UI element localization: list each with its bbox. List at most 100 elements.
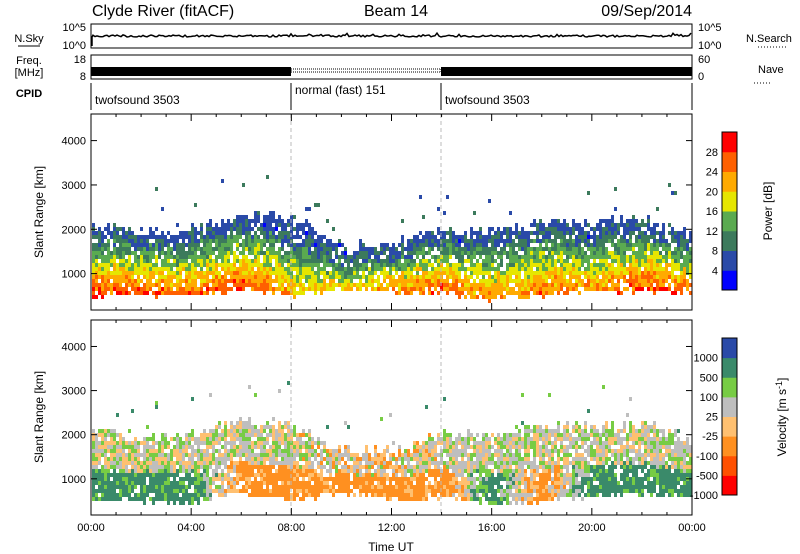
data-cell <box>557 291 560 295</box>
data-cell <box>107 449 110 453</box>
data-cell <box>173 291 176 295</box>
data-cell <box>143 449 146 453</box>
data-cell <box>146 437 149 441</box>
data-cell <box>296 283 299 287</box>
data-cell <box>143 453 146 457</box>
data-cell <box>281 259 284 263</box>
data-cell <box>455 485 458 489</box>
data-cell <box>206 453 209 457</box>
data-cell <box>290 271 293 275</box>
data-cell <box>125 275 128 279</box>
data-cell <box>320 461 323 465</box>
data-cell <box>551 279 554 283</box>
data-cell <box>191 235 194 239</box>
data-cell <box>98 271 101 275</box>
data-cell <box>632 291 635 295</box>
data-cell <box>224 449 227 453</box>
data-cell <box>314 291 317 295</box>
data-cell <box>593 231 596 235</box>
data-cell <box>107 275 110 279</box>
data-cell <box>191 255 194 259</box>
data-cell <box>197 473 200 477</box>
data-cell <box>686 255 689 259</box>
data-cell <box>608 287 611 291</box>
data-cell <box>260 223 263 227</box>
data-cell <box>242 469 245 473</box>
data-cell <box>212 239 215 243</box>
data-cell <box>137 481 140 485</box>
data-cell <box>257 485 260 489</box>
data-cell <box>176 291 179 295</box>
data-cell <box>449 239 452 243</box>
data-cell <box>593 275 596 279</box>
data-cell <box>482 441 485 445</box>
data-cell <box>680 275 683 279</box>
data-cell <box>404 453 407 457</box>
data-cell <box>173 477 176 481</box>
data-cell <box>164 461 167 465</box>
data-cell <box>443 255 446 259</box>
data-cell <box>239 489 242 493</box>
data-cell <box>284 421 287 425</box>
data-cell <box>212 429 215 433</box>
data-cell <box>647 235 650 239</box>
data-cell <box>188 271 191 275</box>
data-cell <box>266 453 269 457</box>
data-cell <box>476 453 479 457</box>
data-cell <box>302 477 305 481</box>
data-cell <box>200 263 203 267</box>
scatter-cell <box>425 405 428 409</box>
data-cell <box>443 271 446 275</box>
data-cell <box>248 279 251 283</box>
data-cell <box>608 271 611 275</box>
data-cell <box>383 493 386 497</box>
data-cell <box>653 239 656 243</box>
data-cell <box>599 259 602 263</box>
data-cell <box>683 231 686 235</box>
data-cell <box>455 275 458 279</box>
data-cell <box>146 449 149 453</box>
data-cell <box>614 271 617 275</box>
data-cell <box>362 251 365 255</box>
data-cell <box>185 453 188 457</box>
data-cell <box>191 259 194 263</box>
data-cell <box>110 259 113 263</box>
data-cell <box>272 235 275 239</box>
data-cell <box>479 283 482 287</box>
data-cell <box>410 457 413 461</box>
data-cell <box>266 457 269 461</box>
data-cell <box>242 437 245 441</box>
data-cell <box>335 243 338 247</box>
data-cell <box>272 231 275 235</box>
data-cell <box>455 473 458 477</box>
data-cell <box>482 283 485 287</box>
data-cell <box>515 259 518 263</box>
data-cell <box>320 255 323 259</box>
data-cell <box>233 263 236 267</box>
data-cell <box>533 251 536 255</box>
data-cell <box>335 465 338 469</box>
data-cell <box>476 449 479 453</box>
data-cell <box>284 271 287 275</box>
data-cell <box>527 275 530 279</box>
data-cell <box>659 271 662 275</box>
data-cell <box>500 453 503 457</box>
scatter-cell <box>308 207 311 211</box>
data-cell <box>155 227 158 231</box>
data-cell <box>572 275 575 279</box>
data-cell <box>365 485 368 489</box>
data-cell <box>596 283 599 287</box>
data-cell <box>338 481 341 485</box>
data-cell <box>317 481 320 485</box>
data-cell <box>158 275 161 279</box>
data-cell <box>374 473 377 477</box>
data-cell <box>155 243 158 247</box>
data-cell <box>314 441 317 445</box>
data-cell <box>239 259 242 263</box>
data-cell <box>458 453 461 457</box>
data-cell <box>158 465 161 469</box>
data-cell <box>248 243 251 247</box>
data-cell <box>272 239 275 243</box>
data-cell <box>332 477 335 481</box>
data-cell <box>230 287 233 291</box>
